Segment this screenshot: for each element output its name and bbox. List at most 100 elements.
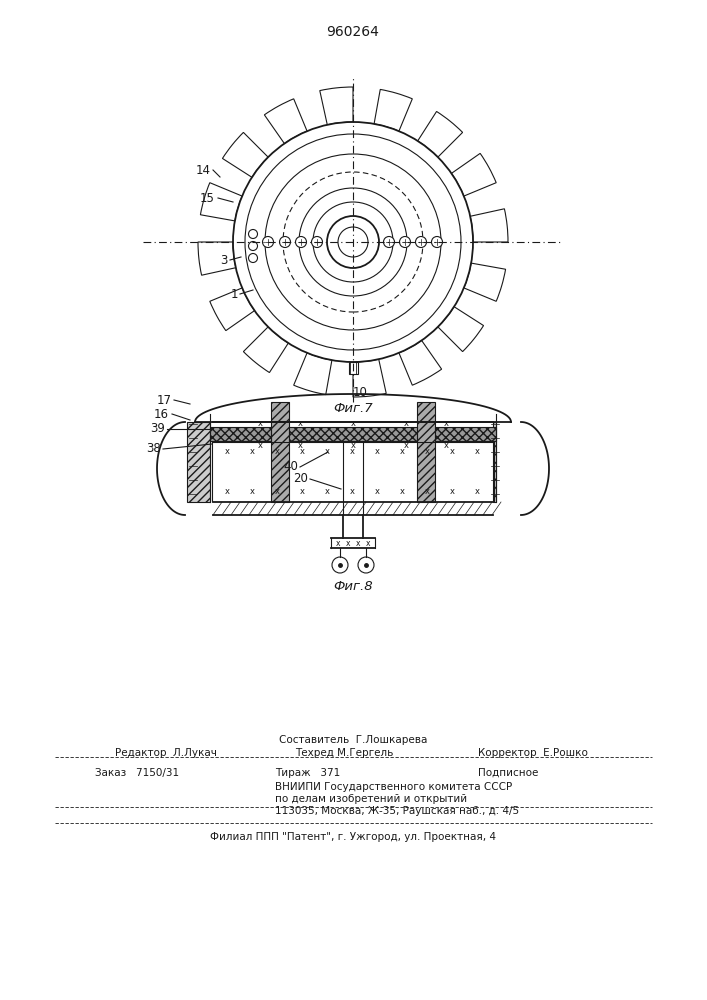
Text: x: x: [349, 487, 354, 495]
Circle shape: [327, 216, 379, 268]
Circle shape: [248, 253, 257, 262]
Circle shape: [245, 134, 461, 350]
Text: x: x: [443, 418, 448, 428]
Text: x: x: [336, 538, 340, 548]
Text: x: x: [298, 440, 303, 450]
Text: 38: 38: [146, 442, 161, 456]
Text: x: x: [443, 440, 448, 450]
Text: x: x: [375, 448, 380, 456]
Text: x: x: [474, 487, 479, 495]
Bar: [349, 362, 358, 374]
Circle shape: [399, 236, 411, 247]
Text: x: x: [300, 487, 305, 495]
Text: x: x: [225, 487, 230, 495]
Wedge shape: [264, 99, 307, 144]
Text: x: x: [474, 448, 479, 456]
Wedge shape: [320, 87, 353, 125]
Text: x: x: [274, 448, 279, 456]
Text: x: x: [250, 448, 255, 456]
Text: x: x: [424, 487, 429, 495]
Circle shape: [262, 236, 274, 247]
Bar: [435, 427, 496, 441]
Text: 3: 3: [221, 253, 228, 266]
Bar: [417, 402, 435, 502]
Text: x: x: [366, 538, 370, 548]
Text: x: x: [450, 487, 455, 495]
Bar: [493, 422, 496, 502]
Text: 14: 14: [196, 163, 211, 176]
Circle shape: [338, 227, 368, 257]
Wedge shape: [464, 263, 506, 301]
Circle shape: [358, 557, 374, 573]
Wedge shape: [438, 307, 484, 352]
Text: Составитель  Г.Лошкарева: Составитель Г.Лошкарева: [279, 735, 427, 745]
Wedge shape: [353, 359, 386, 397]
Wedge shape: [243, 327, 288, 373]
Circle shape: [296, 236, 307, 247]
Text: 15: 15: [200, 192, 215, 205]
Text: x: x: [274, 487, 279, 495]
Text: x: x: [300, 448, 305, 456]
Bar: [187, 422, 210, 502]
Circle shape: [332, 557, 348, 573]
Text: x: x: [250, 487, 255, 495]
Text: x: x: [351, 440, 356, 450]
Circle shape: [416, 236, 426, 247]
Text: x: x: [351, 418, 356, 428]
Text: по делам изобретений и открытий: по делам изобретений и открытий: [275, 794, 467, 804]
Text: 16: 16: [154, 408, 169, 420]
Wedge shape: [198, 242, 236, 275]
Text: Редактор  Л.Лукач: Редактор Л.Лукач: [115, 748, 217, 758]
Text: x: x: [325, 448, 329, 456]
Circle shape: [248, 241, 257, 250]
Text: Заказ   7150/31: Заказ 7150/31: [95, 768, 179, 778]
Text: 17: 17: [157, 393, 172, 406]
Bar: [210, 427, 271, 441]
Text: Филиал ППП "Патент", г. Ужгород, ул. Проектная, 4: Филиал ППП "Патент", г. Ужгород, ул. Про…: [210, 832, 496, 842]
Text: ВНИИПИ Государственного комитета СССР: ВНИИПИ Государственного комитета СССР: [275, 782, 513, 792]
Circle shape: [233, 122, 473, 362]
Text: 113035, Москва, Ж-35, Раушская наб., д. 4/5: 113035, Москва, Ж-35, Раушская наб., д. …: [275, 806, 519, 816]
Text: 40: 40: [283, 460, 298, 474]
Text: 10: 10: [353, 385, 368, 398]
Text: x: x: [404, 440, 409, 450]
Text: x: x: [298, 418, 303, 428]
Bar: [271, 402, 289, 502]
Bar: [289, 427, 417, 441]
Text: x: x: [450, 448, 455, 456]
Text: Подписное: Подписное: [478, 768, 538, 778]
Text: x: x: [399, 448, 404, 456]
Wedge shape: [470, 209, 508, 242]
Text: x: x: [356, 538, 361, 548]
Circle shape: [383, 236, 395, 247]
Wedge shape: [374, 89, 412, 131]
Wedge shape: [223, 132, 268, 177]
Text: Тираж   371: Тираж 371: [275, 768, 340, 778]
Text: x: x: [257, 418, 262, 428]
Text: x: x: [404, 418, 409, 428]
Text: 20: 20: [293, 473, 308, 486]
Wedge shape: [200, 183, 242, 221]
Circle shape: [431, 236, 443, 247]
Text: x: x: [225, 448, 230, 456]
Text: x: x: [325, 487, 329, 495]
Text: x: x: [399, 487, 404, 495]
Text: x: x: [349, 448, 354, 456]
Wedge shape: [452, 153, 496, 196]
Text: x: x: [346, 538, 350, 548]
Wedge shape: [418, 111, 462, 157]
Text: 960264: 960264: [327, 25, 380, 39]
Circle shape: [279, 236, 291, 247]
Text: x: x: [375, 487, 380, 495]
Text: x: x: [424, 448, 429, 456]
Circle shape: [248, 230, 257, 238]
Text: x: x: [257, 440, 262, 450]
Text: Техред М.Гергель: Техред М.Гергель: [295, 748, 393, 758]
Circle shape: [312, 236, 322, 247]
Text: 39: 39: [150, 422, 165, 436]
Text: 1: 1: [230, 288, 238, 300]
Text: Фиг.7: Фиг.7: [333, 402, 373, 416]
Wedge shape: [210, 288, 255, 331]
Text: Фиг.8: Фиг.8: [333, 580, 373, 593]
Text: Корректор  Е.Рошко: Корректор Е.Рошко: [478, 748, 588, 758]
